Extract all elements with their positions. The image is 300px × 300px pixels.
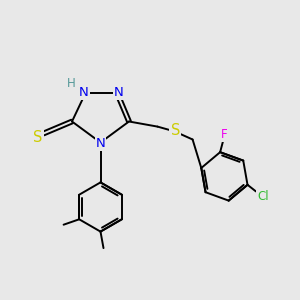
Text: N: N: [96, 137, 105, 150]
Text: F: F: [221, 128, 228, 141]
Text: S: S: [170, 123, 180, 138]
Text: S: S: [33, 130, 43, 145]
Text: Cl: Cl: [257, 190, 269, 203]
Text: H: H: [67, 77, 76, 90]
Text: N: N: [79, 86, 89, 99]
Text: N: N: [114, 86, 123, 99]
